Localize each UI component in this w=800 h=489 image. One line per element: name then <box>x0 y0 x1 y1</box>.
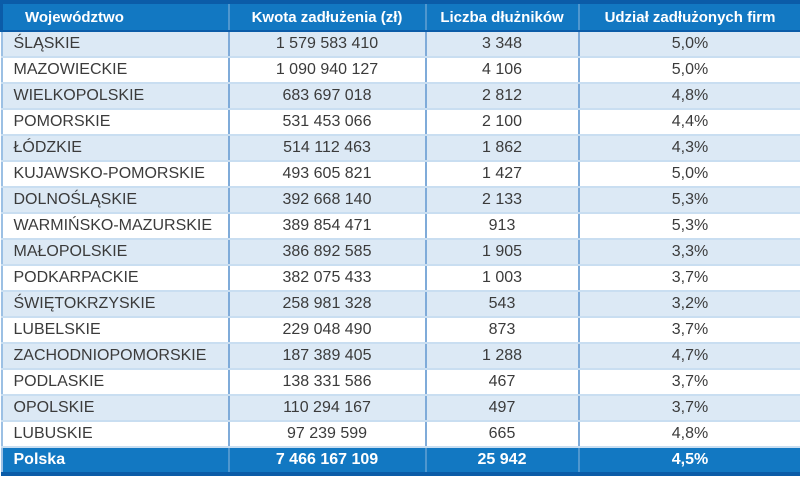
cell-kwota: 386 892 585 <box>227 239 426 266</box>
cell-kwota: 187 389 405 <box>227 343 426 370</box>
cell-wojewodztwo: KUJAWSKO-POMORSKIE <box>1 161 229 188</box>
cell-udzial: 5,0% <box>577 31 800 58</box>
column-header-liczba-dluznikow: Liczba dłużników <box>424 0 579 32</box>
cell-kwota: 382 075 433 <box>227 265 426 292</box>
cell-dluznicy: 3 348 <box>424 31 579 58</box>
table-row: PODKARPACKIE 382 075 433 1 003 3,7% <box>1 265 800 292</box>
cell-udzial: 5,3% <box>577 213 800 240</box>
cell-dluznicy: 4 106 <box>424 57 579 84</box>
cell-kwota: 138 331 586 <box>227 369 426 396</box>
cell-dluznicy: 2 812 <box>424 83 579 110</box>
table-row: ZACHODNIOPOMORSKIE 187 389 405 1 288 4,7… <box>1 343 800 370</box>
table-row: KUJAWSKO-POMORSKIE 493 605 821 1 427 5,0… <box>1 161 800 188</box>
cell-kwota: 514 112 463 <box>227 135 426 162</box>
cell-kwota: 110 294 167 <box>227 395 426 422</box>
cell-kwota: 683 697 018 <box>227 83 426 110</box>
table-row: LUBELSKIE 229 048 490 873 3,7% <box>1 317 800 344</box>
cell-dluznicy: 497 <box>424 395 579 422</box>
cell-dluznicy: 1 862 <box>424 135 579 162</box>
total-row: Polska 7 466 167 109 25 942 4,5% <box>1 446 800 476</box>
cell-udzial: 5,3% <box>577 187 800 214</box>
table-row: WIELKOPOLSKIE 683 697 018 2 812 4,8% <box>1 83 800 110</box>
cell-wojewodztwo: DOLNOŚLĄSKIE <box>1 187 229 214</box>
table-row: DOLNOŚLĄSKIE 392 668 140 2 133 5,3% <box>1 187 800 214</box>
column-header-kwota-zadluzenia: Kwota zadłużenia (zł) <box>227 0 426 32</box>
cell-udzial: 3,3% <box>577 239 800 266</box>
cell-wojewodztwo: ZACHODNIOPOMORSKIE <box>1 343 229 370</box>
cell-udzial: 3,7% <box>577 265 800 292</box>
cell-udzial: 3,7% <box>577 317 800 344</box>
table-row: LUBUSKIE 97 239 599 665 4,8% <box>1 421 800 448</box>
table-row: ŚLĄSKIE 1 579 583 410 3 348 5,0% <box>1 31 800 58</box>
cell-dluznicy: 665 <box>424 421 579 448</box>
cell-udzial: 4,4% <box>577 109 800 136</box>
cell-wojewodztwo: POMORSKIE <box>1 109 229 136</box>
total-dluznicy: 25 942 <box>424 446 579 476</box>
cell-wojewodztwo: ŁÓDZKIE <box>1 135 229 162</box>
table-row: OPOLSKIE 110 294 167 497 3,7% <box>1 395 800 422</box>
cell-dluznicy: 467 <box>424 369 579 396</box>
cell-wojewodztwo: ŚWIĘTOKRZYSKIE <box>1 291 229 318</box>
cell-udzial: 4,8% <box>577 83 800 110</box>
cell-wojewodztwo: LUBUSKIE <box>1 421 229 448</box>
cell-udzial: 3,7% <box>577 395 800 422</box>
cell-dluznicy: 873 <box>424 317 579 344</box>
table-row: POMORSKIE 531 453 066 2 100 4,4% <box>1 109 800 136</box>
cell-dluznicy: 913 <box>424 213 579 240</box>
cell-wojewodztwo: MAŁOPOLSKIE <box>1 239 229 266</box>
cell-dluznicy: 1 427 <box>424 161 579 188</box>
cell-kwota: 97 239 599 <box>227 421 426 448</box>
cell-udzial: 4,7% <box>577 343 800 370</box>
cell-udzial: 5,0% <box>577 57 800 84</box>
cell-kwota: 531 453 066 <box>227 109 426 136</box>
cell-kwota: 229 048 490 <box>227 317 426 344</box>
table-row: PODLASKIE 138 331 586 467 3,7% <box>1 369 800 396</box>
table-row: MAZOWIECKIE 1 090 940 127 4 106 5,0% <box>1 57 800 84</box>
cell-kwota: 493 605 821 <box>227 161 426 188</box>
cell-kwota: 392 668 140 <box>227 187 426 214</box>
header-row: Województwo Kwota zadłużenia (zł) Liczba… <box>0 0 800 32</box>
column-header-udzial-firm: Udział zadłużonych firm <box>577 0 800 32</box>
total-label: Polska <box>1 446 229 476</box>
cell-udzial: 5,0% <box>577 161 800 188</box>
voivodeship-debt-table: Województwo Kwota zadłużenia (zł) Liczba… <box>0 0 800 476</box>
cell-wojewodztwo: PODLASKIE <box>1 369 229 396</box>
cell-dluznicy: 1 905 <box>424 239 579 266</box>
cell-dluznicy: 1 003 <box>424 265 579 292</box>
table-row: WARMIŃSKO-MAZURSKIE 389 854 471 913 5,3% <box>1 213 800 240</box>
cell-wojewodztwo: WIELKOPOLSKIE <box>1 83 229 110</box>
cell-udzial: 4,3% <box>577 135 800 162</box>
cell-dluznicy: 2 133 <box>424 187 579 214</box>
table-row: ŁÓDZKIE 514 112 463 1 862 4,3% <box>1 135 800 162</box>
table-row: MAŁOPOLSKIE 386 892 585 1 905 3,3% <box>1 239 800 266</box>
cell-wojewodztwo: LUBELSKIE <box>1 317 229 344</box>
cell-dluznicy: 1 288 <box>424 343 579 370</box>
cell-kwota: 1 090 940 127 <box>227 57 426 84</box>
cell-wojewodztwo: MAZOWIECKIE <box>1 57 229 84</box>
cell-udzial: 4,8% <box>577 421 800 448</box>
table-row: ŚWIĘTOKRZYSKIE 258 981 328 543 3,2% <box>1 291 800 318</box>
cell-wojewodztwo: PODKARPACKIE <box>1 265 229 292</box>
cell-wojewodztwo: OPOLSKIE <box>1 395 229 422</box>
cell-udzial: 3,7% <box>577 369 800 396</box>
total-udzial: 4,5% <box>577 446 800 476</box>
cell-wojewodztwo: ŚLĄSKIE <box>1 31 229 58</box>
cell-kwota: 389 854 471 <box>227 213 426 240</box>
cell-wojewodztwo: WARMIŃSKO-MAZURSKIE <box>1 213 229 240</box>
total-kwota: 7 466 167 109 <box>227 446 426 476</box>
cell-dluznicy: 543 <box>424 291 579 318</box>
cell-kwota: 258 981 328 <box>227 291 426 318</box>
column-header-wojewodztwo: Województwo <box>0 0 229 32</box>
cell-dluznicy: 2 100 <box>424 109 579 136</box>
cell-kwota: 1 579 583 410 <box>227 31 426 58</box>
cell-udzial: 3,2% <box>577 291 800 318</box>
